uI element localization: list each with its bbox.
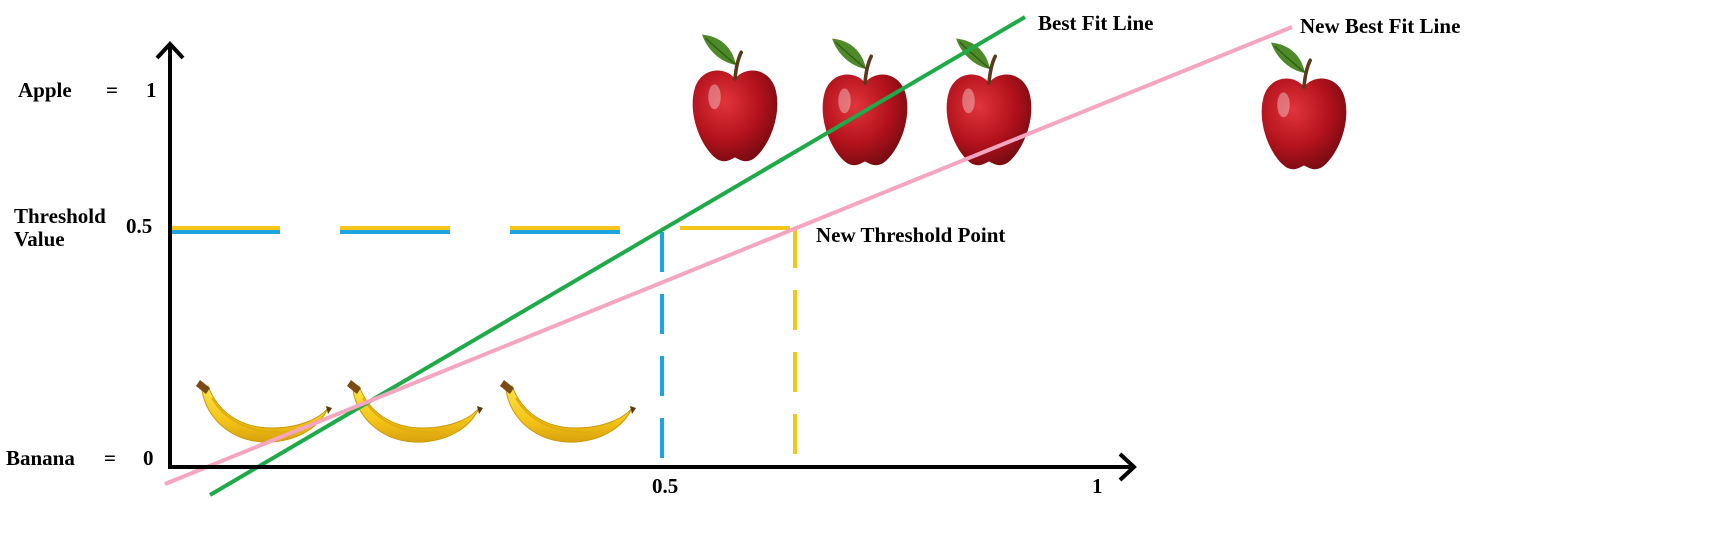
apple-label: Apple [18, 78, 72, 102]
best-fit-line-label: Best Fit Line [1038, 11, 1154, 35]
banana-3 [499, 379, 636, 444]
new-threshold-point-label: New Threshold Point [816, 223, 1005, 247]
banana-label: Banana [6, 446, 75, 470]
banana-1 [195, 379, 332, 444]
best-fit-line [208, 15, 1027, 497]
threshold-value: 0.5 [126, 214, 152, 238]
banana-2 [346, 379, 483, 444]
threshold-label-line2: Value [14, 227, 65, 251]
banana-equals: = [104, 446, 116, 470]
x-tick-label-end: 1 [1092, 474, 1103, 498]
new-best-fit-line [164, 25, 1293, 486]
apple-2 [820, 36, 910, 168]
threshold-label-line1: Threshold [14, 204, 106, 228]
banana-value: 0 [143, 446, 154, 470]
x-axis-arrowhead [1118, 452, 1137, 482]
y-axis-arrowhead [155, 41, 185, 60]
x-tick-label-mid: 0.5 [652, 474, 678, 498]
apple-value: 1 [146, 78, 157, 102]
new-best-fit-line-label: New Best Fit Line [1300, 14, 1460, 38]
apple-4 [1259, 40, 1349, 172]
apple-1 [690, 32, 780, 164]
apple-equals: = [106, 78, 118, 102]
